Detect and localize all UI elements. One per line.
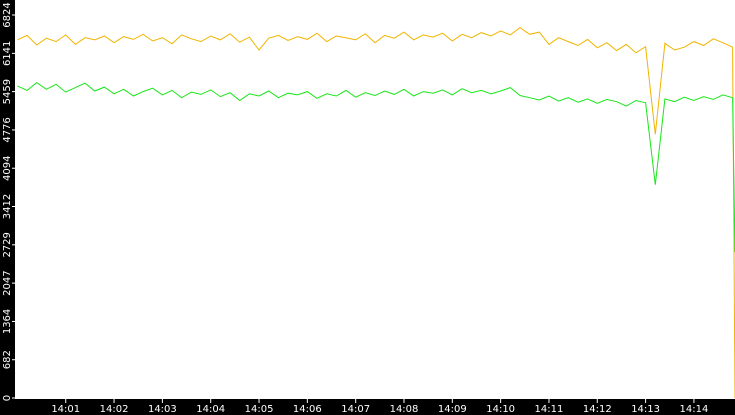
x-tick-label: 14:08 [390,404,419,415]
x-tick-label: 14:10 [486,404,515,415]
x-tick-label: 14:11 [535,404,564,415]
y-tick-label: 2047 [2,270,13,295]
plot-area [15,0,735,399]
x-tick-label: 14:12 [583,404,612,415]
line-series [17,26,735,399]
y-tick-label: 2729 [2,232,13,257]
y-tick-label: 6824 [2,2,13,27]
x-tick-label: 14:09 [438,404,467,415]
y-tick-label: 5459 [2,79,13,104]
y-tick-label: 4776 [2,117,13,142]
y-tick-label: 4094 [2,155,13,180]
x-tick-label: 14:04 [196,404,225,415]
y-tick-label: 6141 [2,41,13,66]
y-tick-label: 3412 [2,194,13,219]
x-tick-label: 14:03 [148,404,177,415]
x-tick-label: 14:06 [293,404,322,415]
x-tick-label: 14:01 [51,404,80,415]
y-tick-label: 1364 [2,309,13,334]
x-tick-label: 14:07 [341,404,370,415]
x-tick-label: 14:13 [631,404,660,415]
x-tick-label: 14:14 [680,404,709,415]
x-tick-label: 14:02 [100,404,129,415]
y-tick-label: 682 [2,350,13,369]
line-series [17,81,735,253]
x-tick-label: 14:05 [245,404,274,415]
y-tick-label: 0 [2,395,13,401]
